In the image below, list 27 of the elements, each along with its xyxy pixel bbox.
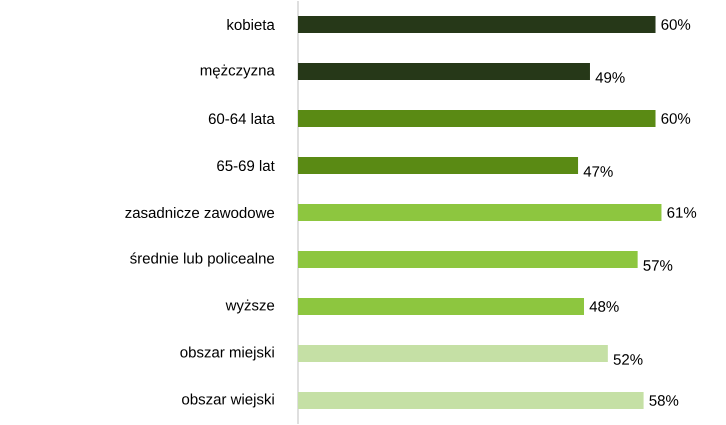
data-label: 48%	[590, 301, 619, 312]
bar	[298, 392, 644, 409]
bar	[298, 204, 662, 221]
data-label: 52%	[614, 354, 643, 365]
data-label: 49%	[596, 72, 625, 83]
y-tick-label: obszar wiejski	[182, 394, 274, 408]
bar	[298, 157, 578, 174]
y-tick-label: średnie lub policealne	[130, 252, 274, 267]
data-label: 61%	[667, 207, 696, 218]
data-label: 58%	[649, 395, 678, 406]
bar	[298, 344, 608, 362]
y-tick-label: kobieta	[227, 19, 275, 30]
y-tick-label: zasadnicze zawodowe	[125, 206, 274, 218]
y-tick-label: obszar miejski	[180, 346, 274, 360]
y-tick-label: 60-64 lata	[208, 112, 275, 124]
y-tick-label: wyższe	[226, 300, 274, 314]
data-label: 60%	[661, 113, 690, 124]
data-label: 60%	[661, 19, 690, 30]
y-tick-label: mężczyzna	[200, 64, 275, 78]
bar	[298, 298, 584, 315]
bar	[298, 16, 656, 34]
y-tick-label: 65-69 lat	[217, 160, 275, 172]
bar	[298, 63, 590, 80]
data-label: 47%	[584, 166, 613, 177]
bar	[298, 110, 656, 128]
data-label: 57%	[643, 260, 672, 271]
bar	[298, 251, 638, 268]
